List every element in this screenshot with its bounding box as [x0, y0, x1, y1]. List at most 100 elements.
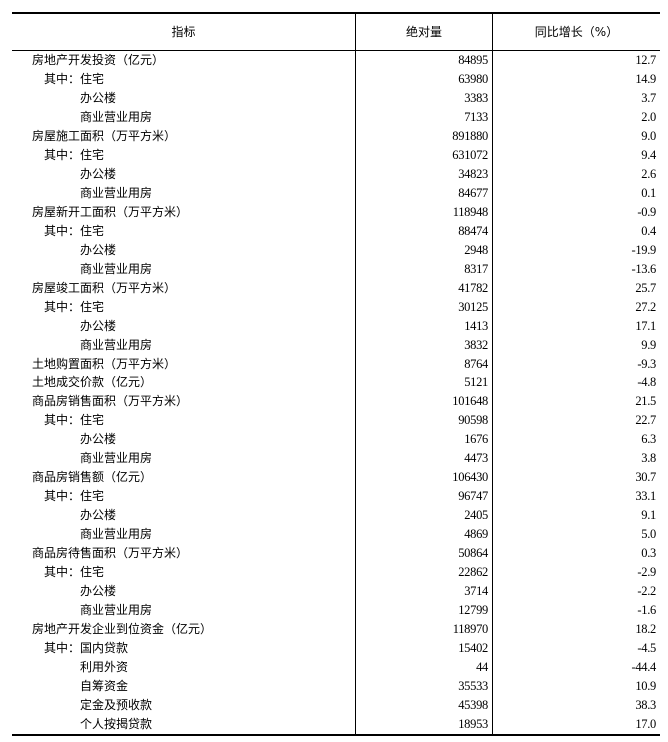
table-row: 房地产开发投资（亿元） 84895 12.7 — [12, 51, 660, 70]
growth-cell: 9.9 — [641, 337, 656, 352]
absolute-value-cell: 18953 — [356, 714, 493, 734]
absolute-value-cell: 34823 — [356, 164, 493, 184]
growth-cell: 9.0 — [641, 128, 656, 143]
growth-cell: 9.4 — [641, 147, 656, 162]
indicator-cell: 其中：住宅 — [12, 297, 356, 317]
indicator-cell: 办公楼 — [12, 164, 356, 184]
indicator-cell: 商品房销售面积（万平方米） — [12, 392, 356, 412]
absolute-value-cell: 44 — [356, 658, 493, 677]
growth-cell: 18.2 — [635, 622, 656, 637]
absolute-value-cell: 84677 — [356, 183, 493, 203]
growth-cell: 12.7 — [635, 53, 656, 67]
growth-cell: 21.5 — [635, 394, 656, 409]
absolute-value-cell: 45398 — [356, 695, 493, 715]
table-row: 商品房待售面积（万平方米） 50864 0.3 — [12, 544, 660, 564]
growth-cell: 17.1 — [635, 318, 656, 333]
table-row: 房屋竣工面积（万平方米） 41782 25.7 — [12, 278, 660, 298]
growth-cell: 30.7 — [635, 470, 656, 485]
indicator-cell: 办公楼 — [12, 430, 356, 450]
absolute-value-cell: 35533 — [356, 676, 493, 696]
indicator-cell: 房屋竣工面积（万平方米） — [12, 278, 356, 298]
table-row: 商品房销售面积（万平方米） 101648 21.5 — [12, 392, 660, 412]
indicator-cell: 商业营业用房 — [12, 335, 356, 355]
absolute-value-cell: 2948 — [356, 240, 493, 260]
table-row: 商业营业用房 4869 5.0 — [12, 525, 660, 545]
absolute-value-cell: 118948 — [356, 202, 493, 222]
growth-cell: -4.5 — [637, 641, 656, 656]
absolute-value-cell: 63980 — [356, 69, 493, 89]
absolute-value-cell: 3383 — [356, 88, 493, 108]
absolute-value-cell: 90598 — [356, 411, 493, 431]
table-row: 商业营业用房 7133 2.0 — [12, 107, 660, 127]
header-yoy-growth: 同比增长（%） — [534, 25, 619, 39]
table-row: 土地成交价款（亿元） 5121 -4.8 — [12, 373, 660, 393]
table-row: 其中：国内贷款 15402 -4.5 — [12, 639, 660, 658]
growth-cell: 6.3 — [641, 432, 656, 447]
table-row: 办公楼 2405 9.1 — [12, 506, 660, 526]
absolute-value-cell: 4869 — [356, 525, 493, 545]
indicator-cell: 办公楼 — [12, 506, 356, 526]
growth-cell: -19.9 — [631, 242, 656, 257]
table-row: 办公楼 3383 3.7 — [12, 88, 660, 108]
absolute-value-cell: 101648 — [356, 392, 493, 412]
absolute-value-cell: 118970 — [356, 620, 493, 640]
indicator-cell: 商业营业用房 — [12, 525, 356, 545]
indicator-cell: 土地购置面积（万平方米） — [12, 354, 356, 374]
table-body: 房地产开发投资（亿元） 84895 12.7 其中：住宅 63980 14.9 办公楼 338… — [12, 51, 660, 734]
indicator-cell: 房屋施工面积（万平方米） — [12, 126, 356, 146]
indicator-cell: 其中：住宅 — [12, 487, 356, 507]
growth-cell: 14.9 — [635, 71, 656, 86]
growth-cell: 38.3 — [635, 697, 656, 712]
table-row: 商业营业用房 3832 9.9 — [12, 335, 660, 355]
indicator-cell: 商品房销售额（亿元） — [12, 468, 356, 488]
indicator-cell: 利用外资 — [12, 658, 356, 677]
indicator-cell: 办公楼 — [12, 582, 356, 602]
table-row: 商业营业用房 8317 -13.6 — [12, 259, 660, 279]
absolute-value-cell: 3832 — [356, 335, 493, 355]
growth-cell: -9.3 — [637, 356, 656, 371]
absolute-value-cell: 106430 — [356, 468, 493, 488]
table-row: 其中：住宅 63980 14.9 — [12, 69, 660, 89]
table-row: 利用外资 44 -44.4 — [12, 658, 660, 677]
growth-cell: 10.9 — [635, 678, 656, 693]
absolute-value-cell: 4473 — [356, 449, 493, 469]
growth-cell: 0.1 — [641, 185, 656, 200]
absolute-value-cell: 631072 — [356, 145, 493, 165]
growth-cell: 3.8 — [641, 451, 656, 466]
absolute-value-cell: 50864 — [356, 544, 493, 564]
absolute-value-cell: 84895 — [356, 51, 493, 70]
table-row: 商业营业用房 4473 3.8 — [12, 449, 660, 469]
absolute-value-cell: 8317 — [356, 259, 493, 279]
table-row: 商品房销售额（亿元） 106430 30.7 — [12, 468, 660, 488]
table-row: 房地产开发企业到位资金（亿元） 118970 18.2 — [12, 620, 660, 640]
table-row: 其中：住宅 22862 -2.9 — [12, 563, 660, 583]
table-row: 商业营业用房 84677 0.1 — [12, 183, 660, 203]
absolute-value-cell: 41782 — [356, 278, 493, 298]
absolute-value-cell: 1676 — [356, 430, 493, 450]
absolute-value-cell: 12799 — [356, 601, 493, 621]
indicator-cell: 其中：住宅 — [12, 411, 356, 431]
absolute-value-cell: 5121 — [356, 373, 493, 393]
indicator-cell: 办公楼 — [12, 240, 356, 260]
table-row: 办公楼 3714 -2.2 — [12, 582, 660, 602]
growth-cell: -44.4 — [631, 660, 656, 674]
indicator-cell: 其中：住宅 — [12, 221, 356, 241]
indicator-cell: 房地产开发投资（亿元） — [12, 51, 356, 70]
indicator-cell: 其中：住宅 — [12, 563, 356, 583]
growth-cell: 2.6 — [641, 166, 656, 181]
table-row: 房屋施工面积（万平方米） 891880 9.0 — [12, 126, 660, 146]
absolute-value-cell: 2405 — [356, 506, 493, 526]
indicator-cell: 商业营业用房 — [12, 449, 356, 469]
growth-cell: 9.1 — [641, 508, 656, 523]
table-row: 定金及预收款 45398 38.3 — [12, 695, 660, 715]
absolute-value-cell: 15402 — [356, 639, 493, 658]
absolute-value-cell: 8764 — [356, 354, 493, 374]
growth-cell: 2.0 — [641, 109, 656, 124]
table-row: 个人按揭贷款 18953 17.0 — [12, 714, 660, 734]
table-row: 办公楼 2948 -19.9 — [12, 240, 660, 260]
table-row: 其中：住宅 631072 9.4 — [12, 145, 660, 165]
table-row: 其中：住宅 96747 33.1 — [12, 487, 660, 507]
absolute-value-cell: 891880 — [356, 126, 493, 146]
growth-cell: 0.3 — [641, 546, 656, 561]
absolute-value-cell: 22862 — [356, 563, 493, 583]
